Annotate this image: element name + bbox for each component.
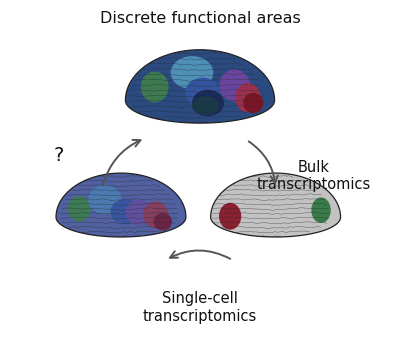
FancyArrowPatch shape: [170, 250, 230, 259]
Ellipse shape: [192, 90, 224, 116]
Ellipse shape: [311, 197, 331, 223]
Ellipse shape: [171, 56, 213, 89]
Ellipse shape: [219, 69, 250, 101]
Ellipse shape: [110, 199, 141, 224]
FancyArrowPatch shape: [249, 141, 278, 183]
Text: ?: ?: [54, 146, 64, 165]
Text: Bulk
transcriptomics: Bulk transcriptomics: [256, 160, 370, 192]
Ellipse shape: [219, 203, 241, 230]
Polygon shape: [126, 50, 274, 123]
Ellipse shape: [141, 71, 168, 102]
FancyArrowPatch shape: [103, 140, 140, 185]
Text: Discrete functional areas: Discrete functional areas: [100, 11, 300, 26]
Ellipse shape: [235, 83, 261, 112]
Ellipse shape: [185, 78, 220, 107]
Ellipse shape: [88, 185, 122, 214]
Ellipse shape: [243, 93, 263, 113]
Polygon shape: [56, 173, 186, 237]
Text: Single-cell
transcriptomics: Single-cell transcriptomics: [143, 291, 257, 324]
Ellipse shape: [192, 96, 219, 115]
Ellipse shape: [126, 200, 154, 225]
Ellipse shape: [154, 213, 172, 230]
Ellipse shape: [143, 201, 168, 228]
Ellipse shape: [68, 196, 91, 221]
Polygon shape: [211, 173, 340, 237]
